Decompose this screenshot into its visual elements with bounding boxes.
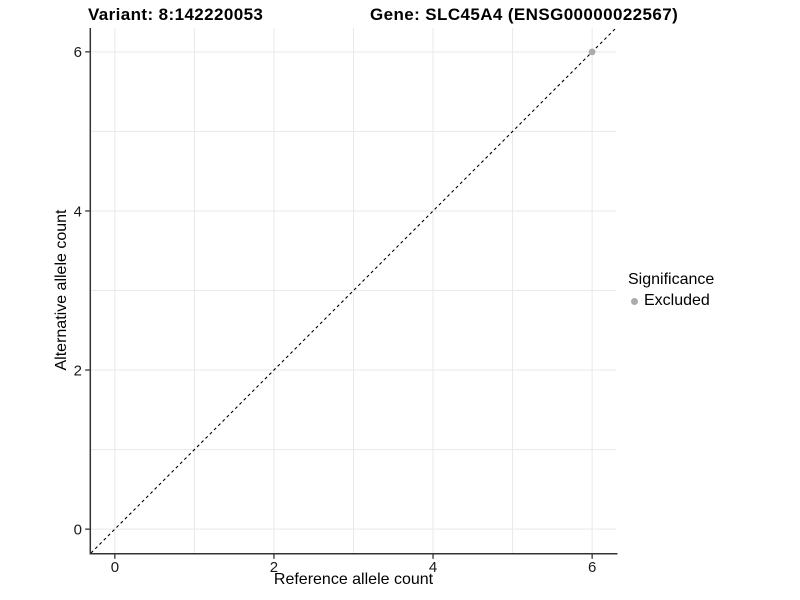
y-tick-label: 4 xyxy=(74,203,82,220)
x-tick-label: 2 xyxy=(270,559,278,576)
legend-title: Significance xyxy=(628,271,715,288)
x-tick-label: 0 xyxy=(111,559,119,576)
legend: Significance Excluded xyxy=(628,271,714,310)
legend-items: Excluded xyxy=(628,292,714,310)
x-tick-label: 4 xyxy=(429,559,437,576)
y-tick-label: 0 xyxy=(74,521,82,538)
legend-item-label: Excluded xyxy=(644,292,710,309)
data-point xyxy=(588,48,596,56)
variant-title: Variant: 8:142220053 xyxy=(88,5,264,24)
y-tick-label: 2 xyxy=(74,362,82,379)
gene-title: Gene: SLC45A4 (ENSG00000022567) xyxy=(370,5,679,24)
x-axis-title: Reference allele count xyxy=(273,571,434,588)
y-tick-label: 6 xyxy=(74,44,82,61)
identity-line xyxy=(90,27,617,554)
legend-dot-icon xyxy=(631,297,638,305)
legend-item: Excluded xyxy=(628,292,714,310)
x-tick-label: 6 xyxy=(588,559,596,576)
y-axis-title: Alternative allele count xyxy=(53,209,70,371)
